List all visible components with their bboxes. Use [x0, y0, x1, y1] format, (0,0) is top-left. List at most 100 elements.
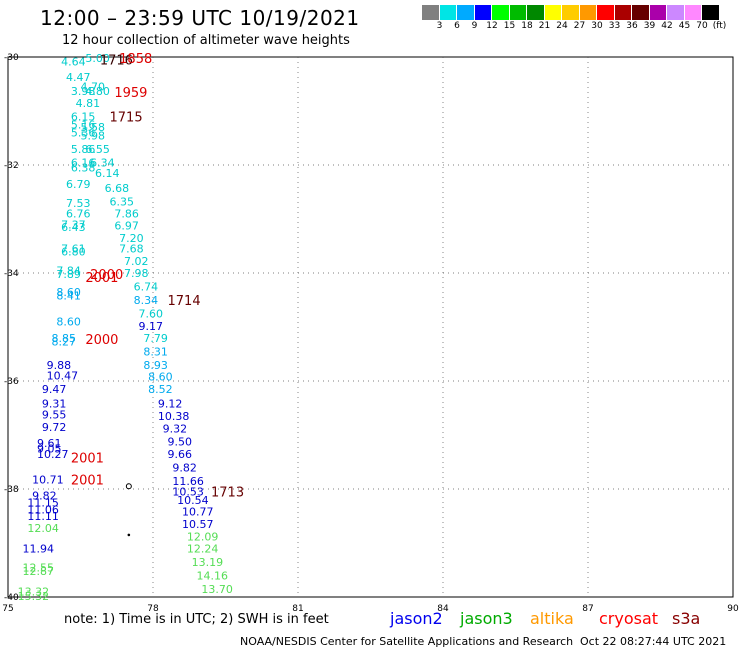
lat-tick-label: -40	[4, 593, 19, 603]
wave-height-label: 5.36	[71, 127, 96, 140]
wave-height-label: 7.61	[61, 243, 86, 256]
wave-height-label: 8.60	[56, 316, 80, 329]
colorbar-label: 42	[661, 21, 673, 31]
lon-tick-label: 75	[2, 604, 13, 614]
colorbar-swatch	[422, 5, 440, 20]
wave-height-label: 5.86	[71, 143, 96, 156]
satellite-legend-cryosat: cryosat	[599, 609, 659, 628]
wave-height-label: 4.70	[81, 81, 106, 94]
wave-height-label: 13.70	[201, 583, 233, 596]
wave-height-label: 6.34	[90, 156, 115, 169]
wave-height-label: 9.31	[42, 398, 66, 411]
wave-height-label: 9.05	[37, 443, 62, 456]
lon-tick-label: 84	[437, 604, 449, 614]
pass-time-label: 1715	[110, 110, 143, 125]
lon-tick-label: 87	[582, 604, 593, 614]
colorbar-label: 18	[521, 21, 533, 31]
lat-tick-label: -30	[4, 53, 19, 63]
wave-height-label: 10.53	[172, 486, 204, 499]
wave-height-label: 6.76	[66, 208, 91, 221]
colorbar-label: 33	[608, 21, 621, 31]
pass-time-label: 1959	[114, 86, 147, 101]
wave-height-label: 9.47	[42, 383, 66, 396]
colorbar-labels: 3 6 9 12 15 18 21 24 27 30 33 36 39 42 45 70 (ft)	[422, 21, 740, 33]
wave-height-label: 8.85	[52, 332, 77, 345]
wave-height-label: 10.27	[37, 448, 69, 461]
wave-height-label: 14.16	[197, 569, 229, 582]
wave-height-label: 10.77	[182, 506, 214, 519]
wave-height-label: 7.20	[119, 232, 143, 245]
pass-time-label: 2001	[71, 473, 104, 488]
colorbar-swatch	[632, 5, 650, 20]
colorbar-label: 39	[643, 21, 656, 31]
wave-height-label: 3.98	[71, 85, 96, 98]
wave-height-label: 6.35	[110, 196, 135, 209]
lat-tick-label: -32	[4, 161, 19, 171]
wave-height-label: 8.60	[56, 286, 80, 299]
wave-height-label: 5.16	[71, 119, 96, 132]
wave-height-label: 9.32	[163, 423, 188, 436]
island-marker	[125, 483, 132, 490]
pass-time-label: 2001	[85, 271, 118, 286]
wave-height-label: 4.47	[66, 71, 91, 84]
map-frame	[7, 56, 734, 598]
wave-height-label: 10.54	[177, 494, 209, 507]
satellite-legend-s3a: s3a	[672, 609, 701, 628]
wave-height-label: 9.82	[172, 461, 197, 474]
lat-tick-label: -34	[4, 269, 19, 279]
colorbar-swatch	[439, 5, 457, 20]
wave-height-label: 9.17	[139, 320, 164, 333]
wave-height-label: 8.52	[148, 383, 173, 396]
colorbar-swatch	[597, 5, 615, 20]
wave-height-label: 4.81	[76, 97, 101, 110]
pass-time-label: 1713	[211, 486, 244, 501]
wave-height-label: 7.37	[61, 218, 86, 231]
wave-height-label: 6.68	[105, 182, 129, 195]
wave-height-label: 6.55	[85, 143, 110, 156]
wave-height-label: 7.86	[114, 208, 139, 221]
note-text: note: 1) Time is in UTC; 2) SWH is in fe…	[64, 612, 329, 627]
wave-height-label: 6.38	[71, 162, 96, 175]
colorbar-swatch	[667, 5, 685, 20]
wave-height-label: 6.14	[95, 167, 120, 180]
wave-height-label: 7.02	[124, 255, 149, 268]
wave-height-label: 11.66	[172, 475, 204, 488]
colorbar-label: 36	[626, 21, 638, 31]
colorbar-label: 45	[678, 21, 691, 31]
wave-height-label: 9.50	[168, 435, 193, 448]
colorbar-label: 21	[538, 21, 551, 31]
pass-time-label: 2000	[85, 333, 118, 348]
colorbar-swatch	[509, 5, 527, 20]
colorbar-label: 3	[436, 21, 443, 31]
wave-height-label: 4.64	[61, 55, 86, 68]
wave-height-label: 8.41	[56, 290, 80, 303]
wave-height-label: 7.79	[143, 332, 168, 345]
wave-height-label: 7.84	[56, 264, 80, 277]
satellite-legend-jason2: jason2	[390, 609, 443, 628]
colorbar-swatch	[544, 5, 562, 20]
wave-height-label: 13.32	[18, 586, 49, 599]
wave-height-label: 11.11	[27, 510, 59, 523]
wave-height-label: 9.55	[42, 408, 66, 421]
wave-height-label: 12.55	[23, 561, 55, 574]
satellite-legend-altika: altika	[530, 609, 574, 628]
wave-height-label: 11.15	[27, 497, 59, 510]
footer-source: NOAA/NESDIS Center for Satellite Applica…	[240, 635, 574, 648]
wave-height-label: 15.32	[18, 590, 49, 603]
wave-height-label: 8.27	[52, 336, 77, 349]
wave-height-label: 7.68	[119, 243, 143, 256]
wave-height-label: 8.60	[148, 371, 173, 384]
wave-height-label: 7.53	[66, 197, 91, 210]
wave-height-label: 8.31	[143, 345, 168, 358]
colorbar-swatch	[649, 5, 667, 20]
colorbar-label: 24	[556, 21, 568, 31]
wave-height-label: 5.98	[81, 129, 106, 142]
wave-height-label: 7.60	[139, 308, 164, 321]
wave-height-label: 11.06	[27, 504, 59, 517]
lat-tick-label: -36	[4, 377, 19, 387]
colorbar-swatch	[579, 5, 597, 20]
colorbar-swatch	[702, 5, 720, 20]
wave-height-label: 12.24	[187, 542, 219, 555]
pass-time-label: 2001	[71, 452, 104, 467]
